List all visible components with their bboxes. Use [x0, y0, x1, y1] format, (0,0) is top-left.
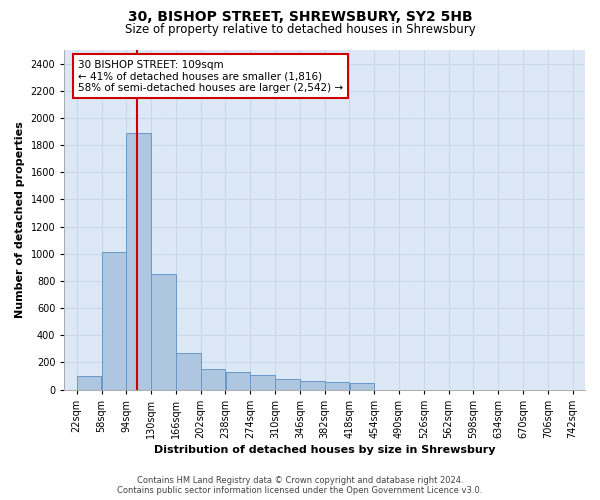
Text: Contains HM Land Registry data © Crown copyright and database right 2024.
Contai: Contains HM Land Registry data © Crown c…	[118, 476, 482, 495]
Bar	[250, 374, 275, 390]
Y-axis label: Number of detached properties: Number of detached properties	[15, 122, 25, 318]
Bar	[300, 381, 325, 390]
Text: 30, BISHOP STREET, SHREWSBURY, SY2 5HB: 30, BISHOP STREET, SHREWSBURY, SY2 5HB	[128, 10, 472, 24]
Bar	[101, 252, 126, 390]
Bar	[127, 133, 151, 390]
Bar	[77, 376, 101, 390]
Bar	[275, 379, 300, 390]
Bar	[226, 372, 250, 390]
Bar	[325, 382, 349, 390]
X-axis label: Distribution of detached houses by size in Shrewsbury: Distribution of detached houses by size …	[154, 445, 496, 455]
Bar	[176, 353, 200, 390]
Bar	[350, 383, 374, 390]
Bar	[201, 368, 226, 390]
Text: Size of property relative to detached houses in Shrewsbury: Size of property relative to detached ho…	[125, 22, 475, 36]
Bar	[151, 274, 176, 390]
Text: 30 BISHOP STREET: 109sqm
← 41% of detached houses are smaller (1,816)
58% of sem: 30 BISHOP STREET: 109sqm ← 41% of detach…	[78, 60, 343, 92]
